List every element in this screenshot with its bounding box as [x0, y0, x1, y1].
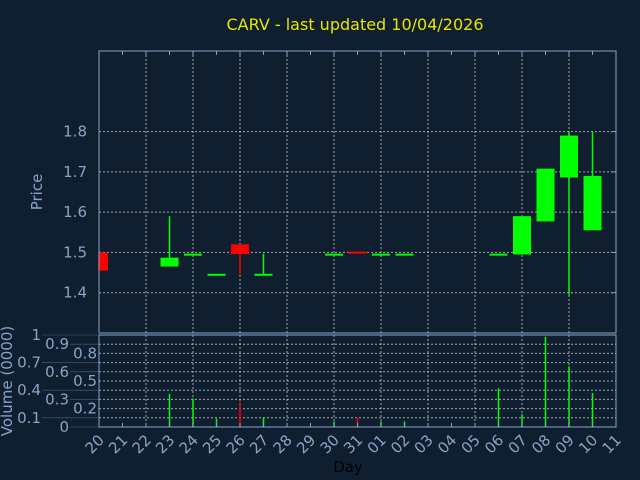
x-tick-label: 06	[481, 431, 507, 457]
x-tick-label: 10	[575, 431, 601, 457]
volume-tick-label: 0.4	[17, 381, 41, 399]
candle-body-31	[348, 251, 367, 254]
volume-tick-label: 0.9	[45, 335, 69, 353]
candle-body-06	[489, 253, 508, 256]
x-tick-label: 08	[528, 431, 554, 457]
x-tick-label: 28	[270, 431, 296, 457]
x-tick-label: 26	[223, 431, 249, 457]
price-tick-label: 1.4	[63, 284, 87, 302]
x-tick-label: 07	[505, 431, 531, 457]
volume-plot-frame	[98, 334, 617, 428]
candle-body-10	[583, 175, 602, 231]
candle-body-07	[513, 216, 531, 255]
x-tick-label: 24	[176, 431, 202, 457]
x-tick-label: 01	[364, 431, 390, 457]
volume-tick-label: 0.6	[45, 363, 69, 381]
x-tick-label: 09	[552, 431, 578, 457]
candle-body-20	[99, 252, 108, 271]
x-tick-label: 31	[340, 431, 366, 457]
volume-tick-label: 0.7	[17, 354, 41, 372]
volume-bars	[168, 336, 594, 427]
x-tick-label: 22	[129, 431, 155, 457]
volume-tick-label: 1	[31, 326, 41, 344]
volume-tick-label: 0.8	[73, 344, 97, 362]
x-tick-label: 30	[317, 431, 343, 457]
candle-body-27	[254, 273, 273, 276]
candles	[98, 131, 602, 295]
volume-tick-label: 0.2	[73, 400, 97, 418]
candle-body-02	[395, 253, 414, 256]
candle-body-30	[325, 253, 343, 256]
price-axis-title: Price	[28, 174, 46, 211]
x-tick-label: 11	[599, 431, 625, 457]
candle-body-09	[560, 135, 578, 178]
candle-body-25	[207, 273, 226, 276]
candle-body-26	[231, 244, 249, 255]
x-tick-label: 20	[82, 431, 108, 457]
price-tick-label: 1.7	[63, 163, 87, 181]
volume-tick-label: 0.1	[17, 409, 41, 427]
chart-title: CARV - last updated 10/04/2026	[226, 15, 483, 34]
x-tick-label: 25	[199, 431, 225, 457]
candle-body-01	[372, 253, 390, 256]
candle-body-23	[160, 257, 179, 267]
volume-grid	[99, 335, 616, 427]
price-tick-label: 1.6	[63, 203, 87, 221]
x-tick-label: 02	[387, 431, 413, 457]
x-axis-title: Day	[333, 458, 363, 476]
volume-tick-label: 0.3	[45, 390, 69, 408]
axes: 1.41.51.61.71.82021222324252627282930310…	[17, 50, 625, 457]
volume-tick-label: 0	[59, 418, 69, 436]
x-tick-label: 27	[246, 431, 272, 457]
price-tick-label: 1.5	[63, 243, 87, 261]
candle-body-08	[536, 168, 555, 222]
price-tick-label: 1.8	[63, 123, 87, 141]
candle-body-24	[184, 253, 202, 256]
x-tick-label: 21	[105, 431, 131, 457]
price-plot-frame	[98, 50, 617, 334]
x-tick-label: 29	[293, 431, 319, 457]
x-tick-label: 05	[458, 431, 484, 457]
x-tick-label: 03	[411, 431, 437, 457]
volume-axis-title: Volume (0000)	[0, 326, 16, 436]
x-tick-label: 04	[434, 431, 460, 457]
x-tick-label: 23	[152, 431, 178, 457]
volume-tick-label: 0.5	[73, 372, 97, 390]
